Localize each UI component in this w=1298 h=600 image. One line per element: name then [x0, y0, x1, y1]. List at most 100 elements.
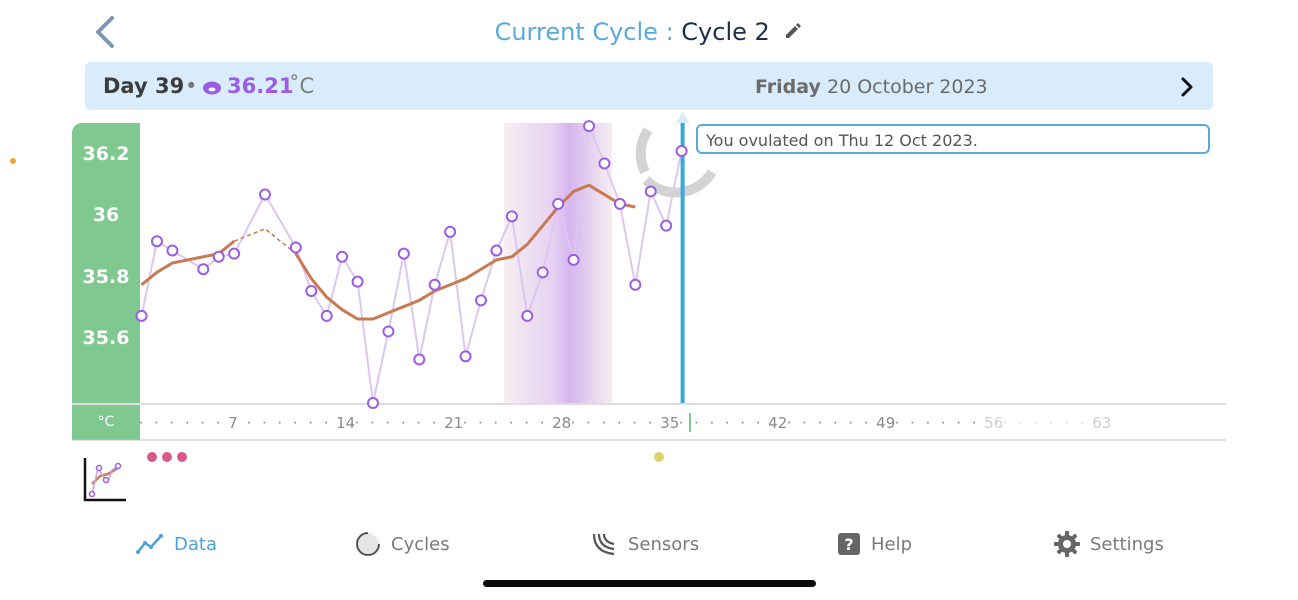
temperature-point — [521, 309, 534, 322]
temperature-point — [490, 244, 503, 257]
x-tick-dot: · — [416, 414, 425, 432]
temperature-point — [351, 275, 364, 288]
x-tick-dot: · — [153, 414, 162, 432]
x-tick-label: 49 — [876, 414, 896, 432]
period-dot — [162, 452, 172, 462]
day-label: Day 39 — [103, 74, 185, 98]
x-tick-dot: · — [493, 414, 502, 432]
period-dot — [147, 452, 157, 462]
x-tick-dot: · — [184, 414, 193, 432]
svg-text:?: ? — [844, 535, 853, 554]
question-icon: ? — [838, 533, 860, 555]
x-tick-dot: · — [601, 414, 610, 432]
x-tick-dot: · — [369, 414, 378, 432]
x-tick-label: 28 — [552, 414, 572, 432]
x-tick-label: 63 — [1092, 414, 1112, 432]
x-tick-label: 56 — [984, 414, 1004, 432]
nav-sensors[interactable]: Sensors — [590, 528, 699, 560]
x-tick-dot: · — [817, 414, 826, 432]
nav-label: Help — [871, 533, 913, 555]
home-indicator — [483, 580, 816, 587]
x-tick-dot: · — [385, 414, 394, 432]
temperature-point — [366, 397, 379, 409]
x-tick-dot: · — [539, 414, 548, 432]
x-tick-dot: · — [478, 414, 486, 432]
temperature-point — [613, 197, 626, 210]
x-tick-dot: · — [215, 414, 224, 432]
x-tick-dot: · — [246, 414, 255, 432]
x-tick-dot: · — [169, 414, 178, 432]
x-tick-dot: · — [940, 414, 949, 432]
x-tick-dot: · — [910, 414, 918, 432]
trend-line-segment — [294, 183, 636, 321]
temperature-point — [459, 350, 472, 363]
x-tick-dot: · — [971, 414, 980, 432]
x-tick-dot: · — [786, 414, 795, 432]
event-dot — [654, 452, 664, 462]
x-tick-dot: · — [354, 414, 363, 432]
x-tick-dot: · — [292, 414, 301, 432]
back-button[interactable] — [92, 14, 122, 50]
pencil-icon — [786, 23, 802, 38]
temperature-point — [305, 285, 318, 297]
x-tick-dot: · — [586, 414, 594, 432]
temperature-point — [644, 185, 657, 198]
edit-cycle-button[interactable] — [783, 17, 803, 49]
x-tick-dot: · — [1079, 414, 1088, 432]
temperature-point — [228, 247, 241, 260]
nav-data[interactable]: Data — [136, 528, 217, 560]
next-day-button[interactable] — [1175, 74, 1199, 100]
temperature-point — [320, 309, 333, 322]
nav-label: Sensors — [628, 533, 700, 555]
cycle-name: Cycle 2 — [681, 18, 770, 46]
period-dot — [177, 452, 187, 462]
x-tick-dot: · — [277, 414, 286, 432]
temperature-point — [336, 250, 349, 263]
nav-settings[interactable]: Settings — [1054, 528, 1164, 560]
chevron-left-icon — [96, 16, 114, 48]
x-tick-dot: · — [1033, 414, 1042, 432]
line-chart-icon — [136, 534, 163, 554]
unit-label: °C — [72, 405, 140, 440]
nav-help[interactable]: ? Help — [837, 528, 912, 560]
x-tick-label: 35 — [660, 414, 680, 432]
x-tick-dot: · — [647, 414, 656, 432]
nav-label: Data — [174, 533, 217, 555]
temperature-point — [505, 210, 518, 223]
x-tick-dot: · — [894, 414, 903, 432]
y-tick-label: 36.2 — [82, 143, 130, 165]
temperature-point — [428, 278, 441, 291]
x-tick-dot: · — [308, 414, 317, 432]
x-tick-dot: · — [261, 414, 270, 432]
temperature-value: 36.21 — [227, 74, 294, 98]
x-tick-dot: · — [1002, 414, 1011, 432]
x-tick-dot: · — [709, 414, 718, 432]
progress-arc — [635, 127, 653, 175]
cycle-circle-icon — [356, 532, 380, 556]
temperature-point — [660, 219, 673, 232]
temperature-point — [567, 253, 580, 266]
x-tick-dot: · — [925, 414, 934, 432]
title-prefix: Current Cycle : — [494, 18, 682, 46]
thermometer-icon — [202, 80, 222, 99]
nav-label: Settings — [1090, 533, 1164, 555]
x-tick-dot: · — [863, 414, 872, 432]
y-tick-label: 35.8 — [82, 266, 130, 288]
temperature-point — [150, 235, 163, 248]
x-tick-label: 21 — [444, 414, 464, 432]
x-tick-dot: · — [570, 414, 579, 432]
temperature-point — [212, 250, 225, 263]
x-tick-label: 42 — [768, 414, 788, 432]
x-tick-dot: · — [956, 414, 965, 432]
temperature-point — [444, 225, 457, 238]
temperature-point — [197, 263, 210, 276]
day-info-bar: Day 39 • 36.21 ˚C Friday 20 October 2023 — [85, 62, 1213, 110]
chart-toggle-button[interactable] — [82, 456, 128, 506]
x-tick-dot: · — [832, 414, 841, 432]
temperature-unit: ˚C — [289, 74, 315, 98]
x-tick-dot: · — [1064, 414, 1073, 432]
temperature-point — [135, 309, 148, 322]
nav-cycles[interactable]: Cycles — [355, 528, 450, 560]
temperature-point — [629, 278, 642, 291]
